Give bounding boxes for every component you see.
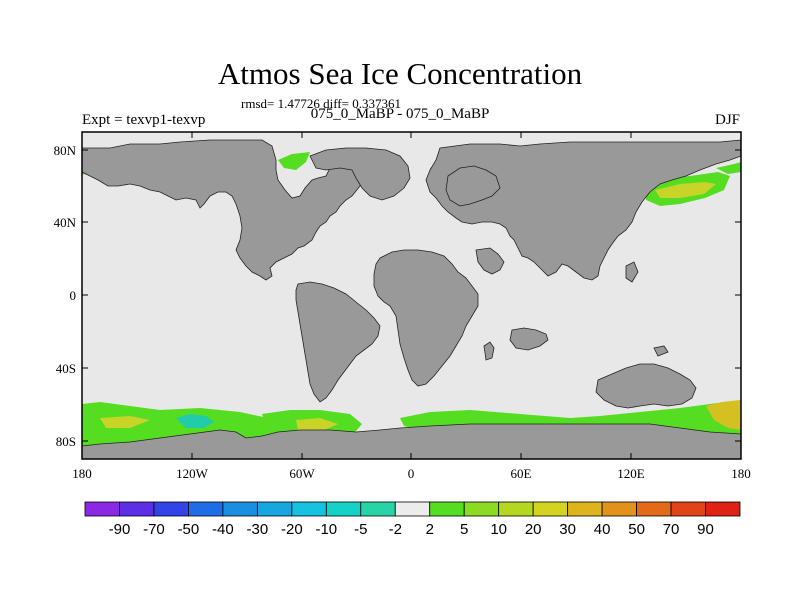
landmass-north-america bbox=[82, 139, 369, 281]
colorbar-box bbox=[394, 501, 431, 517]
x-tick-label-180e: 180 bbox=[731, 466, 751, 481]
ice-diff-negative-area bbox=[176, 414, 214, 428]
colorbar-label: -2 bbox=[389, 521, 402, 538]
colorbar-label: 5 bbox=[460, 521, 468, 538]
colorbar: -90 -70 -50 -40 -30 -20 -10 -5 -2 2 5 10 20 30 40 50 70 9… bbox=[84, 501, 741, 538]
ice-diff-core-southern-pacific bbox=[100, 416, 150, 428]
colorbar-label: -20 bbox=[281, 521, 303, 538]
x-tick-label-60e: 60E bbox=[511, 466, 532, 481]
colorbar-box bbox=[429, 501, 465, 517]
x-tick-label-120e: 120E bbox=[617, 466, 645, 481]
colorbar-box bbox=[84, 501, 120, 517]
landmass-island-pacific bbox=[653, 345, 669, 357]
colorbar-label: -5 bbox=[354, 521, 367, 538]
experiment-label: Expt = texvp1-texvp bbox=[82, 112, 206, 128]
colorbar-box bbox=[188, 501, 224, 517]
ice-diff-area-arctic-east bbox=[716, 162, 741, 174]
colorbar-label: 40 bbox=[594, 521, 611, 538]
colorbar-box bbox=[498, 501, 534, 517]
landmass-eurasia bbox=[425, 139, 741, 281]
colorbar-box bbox=[222, 501, 258, 517]
colorbar-label: -10 bbox=[315, 521, 337, 538]
colorbar-box bbox=[463, 501, 500, 517]
landmass-japan bbox=[625, 261, 639, 283]
landmass-madagascar bbox=[483, 341, 495, 361]
colorbar-box bbox=[567, 501, 603, 517]
case-label: 075_0_MaBP - 075_0_MaBP bbox=[310, 106, 490, 122]
colorbar-box bbox=[601, 501, 637, 517]
colorbar-box bbox=[325, 501, 362, 517]
colorbar-label: 90 bbox=[697, 521, 714, 538]
colorbar-box bbox=[705, 501, 741, 517]
x-tick-label-180w: 180 bbox=[72, 466, 92, 481]
landmass-australia bbox=[595, 363, 697, 409]
colorbar-label: 50 bbox=[628, 521, 645, 538]
landmass-scandinavia bbox=[445, 165, 501, 207]
landmass-arabia bbox=[475, 247, 505, 275]
colorbar-label: 20 bbox=[525, 521, 542, 538]
ice-diff-core-okhotsk bbox=[655, 182, 716, 198]
plot-subtitle: rmsd= 1.47726 diff= 0.337361 bbox=[241, 96, 401, 111]
x-tick-label-120w: 120W bbox=[176, 466, 209, 481]
y-tick-label-80s: 80S bbox=[56, 434, 76, 449]
colorbar-box bbox=[360, 501, 396, 517]
colorbar-box bbox=[153, 501, 189, 517]
y-tick-label-0: 0 bbox=[70, 288, 77, 303]
colorbar-label: -40 bbox=[212, 521, 234, 538]
x-tick-label-0: 0 bbox=[408, 466, 415, 481]
x-tick-label-60w: 60W bbox=[289, 466, 315, 481]
landmass-antarctica bbox=[82, 423, 741, 459]
season-label: DJF bbox=[714, 112, 740, 128]
colorbar-box bbox=[119, 501, 155, 517]
colorbar-box bbox=[670, 501, 706, 517]
colorbar-box bbox=[256, 501, 293, 517]
map-content bbox=[82, 139, 741, 459]
colorbar-label: -90 bbox=[109, 521, 131, 538]
landmass-greenland bbox=[309, 147, 411, 201]
colorbar-label: 70 bbox=[663, 521, 680, 538]
ice-diff-core-southern-atlantic bbox=[296, 418, 338, 432]
plot-title: Atmos Sea Ice Concentration bbox=[217, 56, 583, 91]
colorbar-label: -50 bbox=[178, 521, 200, 538]
ice-diff-max-southern-east bbox=[706, 400, 741, 430]
ice-diff-area-greenland bbox=[278, 152, 310, 170]
landmass-maritime-continent bbox=[509, 327, 549, 351]
colorbar-label: 30 bbox=[559, 521, 576, 538]
landmass-south-america bbox=[295, 281, 381, 403]
colorbar-label: -30 bbox=[247, 521, 269, 538]
y-tick-label-40s: 40S bbox=[56, 361, 76, 376]
x-axis bbox=[81, 132, 742, 459]
colorbar-label: 10 bbox=[490, 521, 507, 538]
colorbar-box bbox=[532, 501, 569, 517]
landmass-africa bbox=[373, 249, 479, 387]
y-axis bbox=[82, 149, 741, 442]
y-tick-label-80n: 80N bbox=[54, 143, 77, 158]
colorbar-box bbox=[636, 501, 672, 517]
colorbar-label: -70 bbox=[143, 521, 165, 538]
colorbar-label: 2 bbox=[426, 521, 434, 538]
y-tick-label-40n: 40N bbox=[54, 215, 77, 230]
colorbar-box bbox=[291, 501, 327, 517]
